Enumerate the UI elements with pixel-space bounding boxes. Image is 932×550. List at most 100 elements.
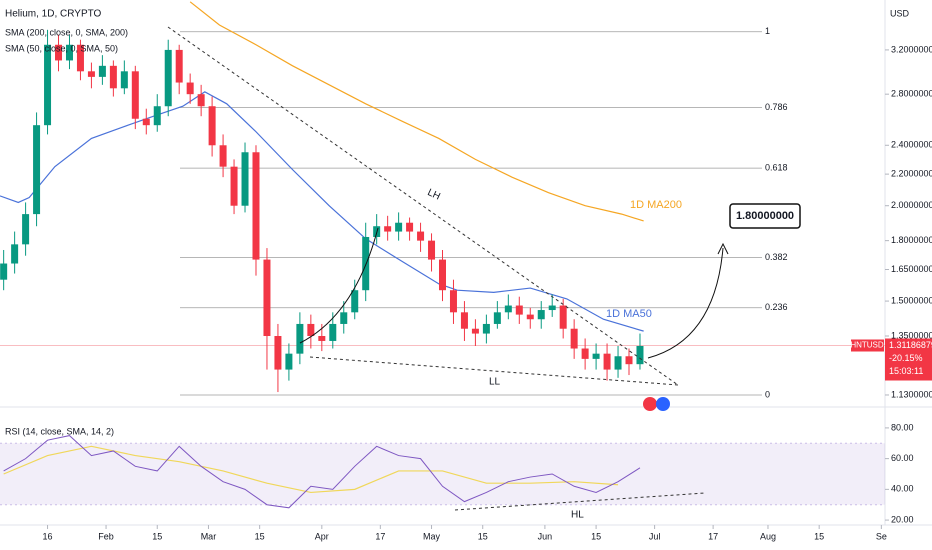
y-tick-label: 2.40000000 (891, 140, 932, 150)
x-tick-label: 15 (591, 531, 601, 541)
candle-body (362, 236, 370, 291)
candle-body (340, 312, 348, 324)
curve-arrow (647, 247, 724, 359)
candle-body (0, 263, 8, 280)
target-box (729, 203, 801, 229)
rsi-band (0, 443, 885, 505)
candle-body (537, 310, 545, 320)
series-label: 1D MA50 (606, 308, 652, 320)
candle-body (186, 82, 194, 95)
event-icon[interactable] (656, 397, 670, 411)
y-tick-label: 1.50000000 (891, 295, 932, 305)
candle-body (384, 226, 392, 232)
candle-body (109, 65, 117, 89)
candle-body (274, 336, 282, 370)
candle-body (625, 356, 633, 365)
candle-body (351, 290, 359, 313)
y-tick-label: 1.35000000 (891, 330, 932, 340)
candle-body (98, 65, 106, 77)
candle-body (175, 49, 183, 83)
candle-body (592, 353, 600, 359)
y-tick-label: 20.00 (891, 514, 914, 524)
candle-body (526, 314, 534, 320)
candle-body (241, 152, 249, 206)
candle-body (11, 244, 19, 264)
y-tick-label: 2.20000000 (891, 168, 932, 178)
candle-body (33, 125, 41, 215)
candle-body (603, 353, 611, 370)
annotation: LH (426, 187, 442, 202)
arrow-head (717, 242, 729, 255)
fib-label: 0 (765, 389, 770, 399)
candle-body (55, 44, 63, 61)
ma-line (189, 1, 644, 222)
candle-body (208, 106, 216, 146)
x-tick-label: Feb (98, 531, 114, 541)
candle-body (142, 118, 150, 126)
chart-title: Helium, 1D, CRYPTO (5, 9, 102, 20)
y-tick-label: 2.80000000 (891, 89, 932, 99)
y-tick-label: 60.00 (891, 453, 914, 463)
x-tick-label: 15 (478, 531, 488, 541)
candle-body (504, 305, 512, 313)
x-tick-label: Jul (649, 531, 661, 541)
x-tick-label: Apr (315, 531, 329, 541)
candle-body (428, 240, 436, 260)
candle-body (120, 71, 128, 89)
y-tick-label: 40.00 (891, 484, 914, 494)
indicator-label: SMA (200, close, 0, SMA, 200) (5, 27, 128, 37)
x-tick-label: Se (876, 531, 887, 541)
candle-body (252, 152, 260, 260)
y-tick-label: 1.13000000 (891, 389, 932, 399)
candle-body (153, 106, 161, 126)
candle-body (417, 231, 425, 241)
candle-body (329, 323, 337, 341)
candle-body (197, 94, 205, 107)
fib-label: 0.236 (765, 302, 788, 312)
candle-body (449, 290, 457, 313)
candle-body (164, 49, 172, 107)
y-tick-label: 3.20000000 (891, 44, 932, 54)
candle-body (219, 145, 227, 167)
target-label: 1.80000000 (736, 210, 794, 222)
candle-body (548, 305, 556, 311)
ma-line (0, 91, 644, 332)
fib-label: 0.382 (765, 252, 788, 262)
candle-body (570, 328, 578, 349)
candle-body (296, 323, 304, 354)
x-tick-label: Jun (538, 531, 553, 541)
x-tick-label: 17 (375, 531, 385, 541)
ll-trendline (309, 356, 679, 386)
change-tag: -20.15% (889, 353, 923, 363)
y-tick-label: 1.65000000 (891, 264, 932, 274)
lh-trendline (167, 26, 679, 386)
x-tick-label: 15 (255, 531, 265, 541)
indicator-label: SMA (50, close, 0, SMA, 50) (5, 43, 118, 53)
candle-body (439, 259, 446, 291)
fib-label: 0.786 (765, 102, 788, 112)
currency-label: USD (890, 8, 910, 18)
x-tick-label: 15 (814, 531, 824, 541)
candle-body (581, 348, 589, 359)
candle-body (614, 356, 622, 370)
y-tick-label: 2.00000000 (891, 200, 932, 210)
candle-body (636, 345, 644, 365)
candle-body (22, 214, 30, 245)
candle-body (406, 222, 414, 232)
fib-label: 1 (765, 26, 770, 36)
candle-body (395, 222, 403, 232)
price-tag: 1.31186879 (889, 340, 932, 350)
curve-arrow (299, 227, 379, 344)
candle-body (87, 71, 95, 77)
rsi-label: RSI (14, close, SMA, 14, 2) (5, 426, 114, 436)
series-label: 1D MA200 (630, 199, 682, 211)
candle-body (307, 323, 315, 337)
x-tick-label: 15 (152, 531, 162, 541)
symbol-tag-bg (851, 339, 884, 352)
candle-body (471, 328, 479, 334)
event-icon[interactable] (643, 397, 657, 411)
y-tick-label: 1.80000000 (891, 235, 932, 245)
x-tick-label: 16 (43, 531, 53, 541)
fib-label: 0.618 (765, 163, 788, 173)
